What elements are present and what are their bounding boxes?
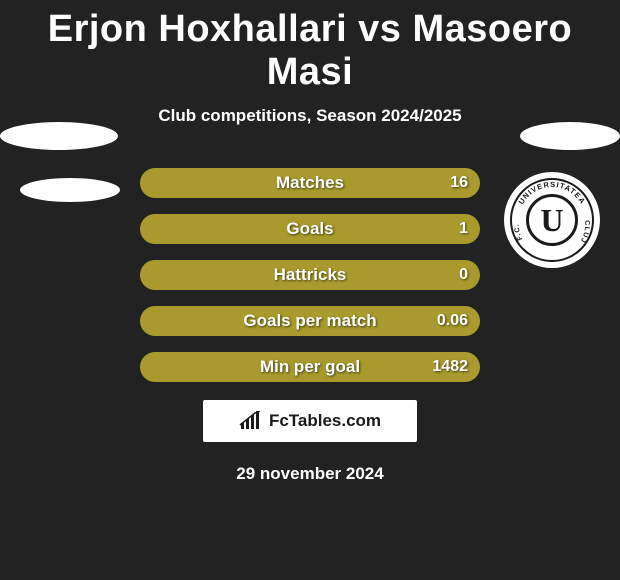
player-a-ellipse-2	[20, 178, 120, 202]
watermark-text: FcTables.com	[269, 411, 381, 431]
stat-value: 16	[450, 174, 468, 192]
page-title: Erjon Hoxhallari vs Masoero Masi	[0, 0, 620, 94]
stat-label: Min per goal	[260, 357, 360, 377]
stat-bar: Goals 1	[140, 214, 480, 244]
stat-bar: Hattricks 0	[140, 260, 480, 290]
stat-value: 1	[459, 220, 468, 238]
player-b-ellipse	[520, 122, 620, 150]
stat-bar: Goals per match 0.06	[140, 306, 480, 336]
date-text: 29 november 2024	[0, 464, 620, 484]
club-badge-letter: U	[526, 194, 578, 246]
club-badge: UNIVERSITATEA F.C. CLUJ 1919 U	[504, 172, 600, 268]
stat-value: 1482	[432, 358, 468, 376]
left-player-marks	[0, 122, 120, 202]
stat-value: 0	[459, 266, 468, 284]
watermark: FcTables.com	[203, 400, 417, 442]
stat-bar: Matches 16	[140, 168, 480, 198]
bar-chart-icon	[239, 411, 263, 431]
stat-value: 0.06	[437, 312, 468, 330]
stat-bar: Min per goal 1482	[140, 352, 480, 382]
player-a-ellipse-1	[0, 122, 118, 150]
svg-text:CLUJ: CLUJ	[578, 220, 590, 244]
svg-text:F.C.: F.C.	[514, 223, 524, 241]
stat-label: Hattricks	[274, 265, 347, 285]
stat-label: Matches	[276, 173, 344, 193]
stat-label: Goals per match	[243, 311, 376, 331]
stat-label: Goals	[286, 219, 333, 239]
